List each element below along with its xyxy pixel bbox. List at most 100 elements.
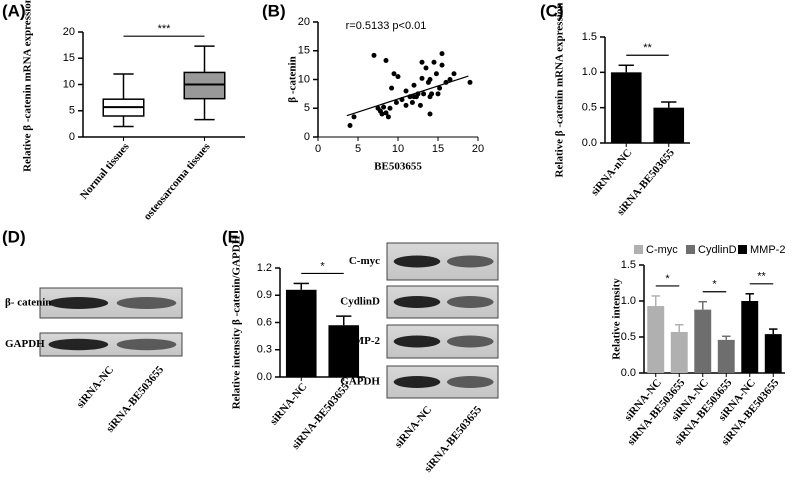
x-tick-label: 20 — [472, 143, 484, 155]
point — [467, 79, 473, 85]
y-axis-title: β -catenin — [287, 56, 299, 102]
y-tick-label: 1.5 — [582, 31, 597, 43]
y-tick-label: 1.2 — [257, 262, 272, 274]
point — [391, 71, 397, 77]
blot-row-label: GAPDH — [5, 338, 45, 350]
point — [419, 59, 425, 65]
y-tick-label: 0 — [69, 131, 75, 143]
point — [437, 85, 443, 91]
bar — [285, 289, 317, 377]
blot-row-label: β- catenin — [5, 297, 51, 309]
x-tick-label: siRNA-nNC — [589, 147, 635, 198]
annotation: r=0.5133 p<0.01 — [346, 20, 427, 32]
y-tick-label: 0.0 — [257, 371, 272, 383]
point — [439, 62, 445, 68]
blot-band — [116, 338, 177, 351]
y-axis-title: Relative β -catenin mRNA expression — [554, 3, 566, 178]
blot-band — [393, 296, 441, 308]
bar — [647, 306, 665, 373]
blot-band — [393, 255, 441, 268]
bar — [653, 107, 685, 143]
y-tick-label: 0.0 — [621, 367, 636, 379]
point — [433, 71, 439, 77]
y-tick-label: 0.3 — [257, 344, 272, 356]
point — [403, 102, 409, 108]
legend-label: MMP-2 — [750, 244, 785, 256]
point — [419, 75, 425, 81]
x-axis-title: BE503655 — [374, 161, 422, 173]
point — [383, 110, 389, 116]
blot-row-label: CydlinD — [340, 296, 380, 308]
panel-label: (B) — [262, 1, 286, 20]
significance-label: * — [665, 273, 670, 285]
point — [411, 82, 417, 88]
blot-band — [446, 255, 494, 268]
significance-label: * — [712, 279, 717, 291]
significance-label: ** — [643, 42, 652, 54]
y-tick-label: 0.6 — [257, 316, 272, 328]
significance-label: * — [320, 260, 325, 272]
point — [387, 105, 393, 111]
significance-label: *** — [158, 23, 172, 35]
bar — [741, 301, 759, 373]
y-axis-title: Relative β -catenin mRNA expression — [22, 0, 34, 172]
point — [409, 100, 415, 105]
point — [421, 91, 427, 97]
y-tick-label: 0.5 — [621, 331, 636, 343]
point — [385, 114, 391, 120]
point — [427, 77, 433, 82]
legend-swatch — [686, 245, 695, 254]
panel-label: (D) — [2, 227, 26, 246]
point — [451, 71, 457, 77]
y-tick-label: 1.5 — [621, 259, 636, 271]
point — [393, 100, 399, 105]
panel-label: (A) — [2, 1, 26, 20]
y-tick-label: 5 — [69, 105, 75, 117]
legend-swatch — [738, 245, 747, 254]
y-tick-label: 15 — [63, 52, 75, 64]
fit-line — [346, 75, 469, 117]
blot-band — [116, 297, 177, 309]
point — [347, 123, 353, 128]
blot-row-label: GAPDH — [340, 376, 380, 388]
y-tick-label: 5 — [304, 102, 310, 114]
y-tick-label: 20 — [63, 26, 75, 38]
bar — [764, 334, 782, 373]
point — [417, 102, 423, 108]
y-tick-label: 1.0 — [621, 295, 636, 307]
blot-lane-label: siRNA-NC — [74, 364, 116, 411]
y-tick-label: 0.5 — [582, 102, 597, 114]
point — [435, 91, 441, 97]
panel-label: (C) — [540, 1, 564, 20]
legend-swatch — [634, 245, 643, 254]
y-axis-title: Relative intensity — [611, 278, 623, 360]
point — [351, 114, 357, 120]
point — [447, 77, 453, 82]
point — [429, 91, 435, 97]
blot-row-label: C-myc — [349, 255, 380, 267]
bar — [717, 339, 735, 373]
y-tick-label: 0.9 — [257, 289, 272, 301]
y-tick-label: 10 — [63, 78, 75, 90]
box — [183, 71, 226, 100]
blot-band — [48, 297, 109, 309]
point — [383, 58, 389, 64]
blot-band — [446, 335, 494, 348]
y-tick-label: 0 — [304, 131, 310, 143]
bar — [694, 309, 712, 373]
x-tick-label: siRNA-NC — [268, 381, 310, 428]
point — [381, 104, 387, 110]
blot-band — [446, 376, 494, 388]
x-tick-label: 0 — [315, 143, 321, 155]
bar — [328, 325, 360, 377]
point — [439, 51, 445, 57]
point — [427, 111, 433, 117]
bar — [670, 331, 688, 373]
legend-label: C-myc — [646, 244, 678, 256]
point — [389, 85, 395, 91]
x-tick-label: Normal tissues — [78, 140, 132, 201]
point — [371, 52, 377, 58]
x-tick-label: 5 — [355, 143, 361, 155]
